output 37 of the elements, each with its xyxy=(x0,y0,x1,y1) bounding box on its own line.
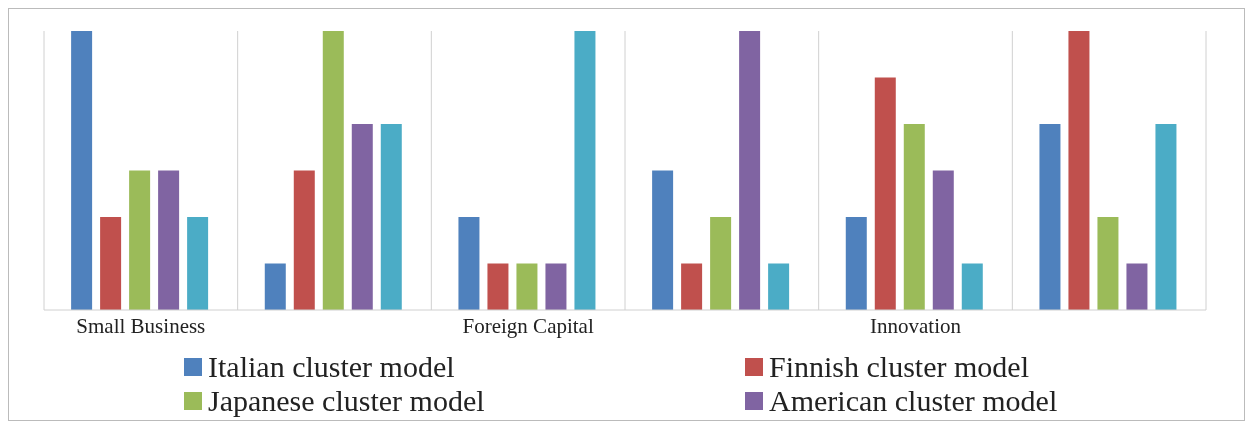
legend-label: Italian cluster model xyxy=(208,350,455,384)
bar xyxy=(129,170,151,310)
bar xyxy=(380,123,402,310)
legend-label: Finnish cluster model xyxy=(769,350,1029,384)
bar xyxy=(739,31,761,310)
bar xyxy=(932,170,954,310)
bar xyxy=(516,263,538,310)
bar xyxy=(322,31,344,310)
x-tick-label: Small Business xyxy=(76,313,206,338)
bar xyxy=(1039,123,1061,310)
bar xyxy=(264,263,286,310)
bar xyxy=(187,217,209,310)
x-tick-label: Foreign Capital xyxy=(462,313,594,338)
bar xyxy=(652,170,674,310)
bar xyxy=(845,217,867,310)
bar xyxy=(351,123,373,310)
bar xyxy=(158,170,180,310)
bar xyxy=(1068,31,1090,310)
bar xyxy=(874,77,896,310)
bar xyxy=(487,263,509,310)
bar xyxy=(71,31,93,310)
x-tick-label: Innovation xyxy=(870,313,962,338)
bar xyxy=(545,263,567,310)
bar xyxy=(768,263,790,310)
bar xyxy=(1126,263,1148,310)
legend-label: Japanese cluster model xyxy=(208,384,485,418)
bar xyxy=(458,217,480,310)
bar xyxy=(710,217,732,310)
legend-label: American cluster model xyxy=(769,384,1058,418)
bar xyxy=(574,31,596,310)
bar xyxy=(1155,123,1177,310)
bar xyxy=(1097,217,1119,310)
bar xyxy=(903,123,925,310)
bar xyxy=(681,263,703,310)
bar xyxy=(100,217,122,310)
bar xyxy=(293,170,315,310)
bar xyxy=(961,263,983,310)
